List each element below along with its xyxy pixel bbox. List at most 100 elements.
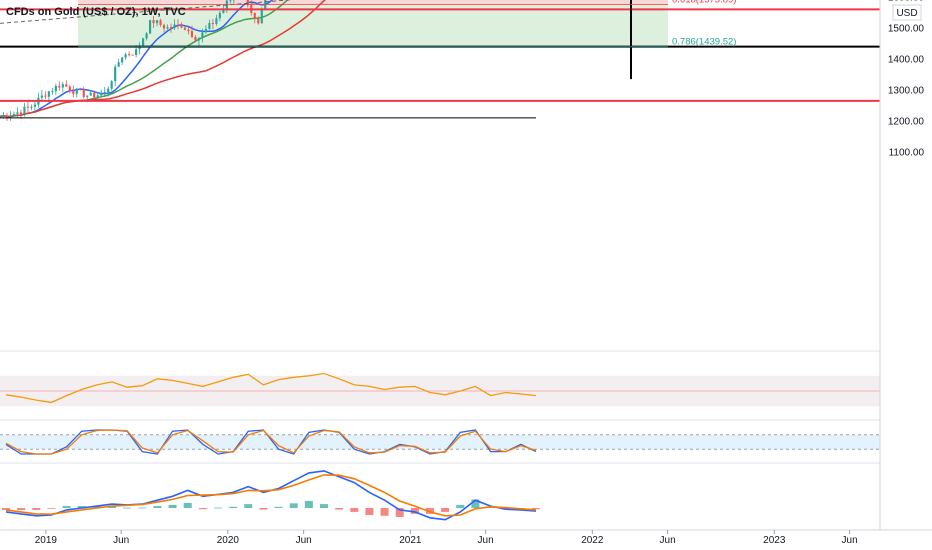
candle-body	[114, 66, 117, 82]
candle-body	[23, 106, 26, 115]
candle-body	[103, 92, 106, 94]
price-tick-label: 1100.00	[889, 148, 925, 159]
macd-histogram-bar	[486, 507, 495, 509]
macd-line	[5, 470, 537, 521]
macd-histogram-bar	[32, 508, 41, 510]
candle-body	[68, 86, 71, 91]
candle-body	[54, 85, 57, 92]
price-tick-label: 1400.00	[888, 55, 925, 66]
candle-body	[30, 106, 33, 108]
candle-body	[79, 88, 82, 90]
macd-histogram-bar	[441, 508, 450, 512]
candle-body	[47, 91, 50, 97]
candle-body	[65, 84, 68, 87]
candle-body	[142, 38, 145, 46]
candle-body	[110, 81, 113, 89]
candle-body	[218, 12, 221, 19]
macd-histogram-bar	[274, 506, 283, 508]
time-tick-label: Jun	[113, 535, 129, 546]
candle-body	[82, 89, 85, 97]
candle-body	[121, 57, 124, 63]
candle-body	[128, 54, 131, 56]
macd-histogram-bar	[17, 508, 26, 510]
candle-body	[148, 20, 152, 34]
macd-histogram-bar	[380, 508, 389, 516]
stoch-band	[0, 434, 880, 450]
macd-histogram-bar	[532, 508, 540, 510]
macd-histogram-bar	[335, 508, 344, 510]
macd-histogram-bar	[350, 508, 359, 512]
macd-histogram-bar	[198, 508, 207, 510]
candle-body	[152, 20, 155, 24]
candle-body	[197, 37, 201, 41]
time-tick-label: 2022	[581, 535, 604, 546]
candle-body	[166, 27, 169, 29]
candle-body	[51, 91, 54, 93]
candle-body	[75, 88, 78, 94]
time-tick-label: Jun	[660, 535, 676, 546]
macd-histogram-bar	[123, 507, 132, 509]
candle-body	[208, 23, 211, 29]
signal-line	[5, 474, 537, 517]
candle-body	[2, 115, 5, 117]
candle-body	[12, 113, 16, 117]
stoch-k-line	[5, 429, 537, 455]
candle-body	[9, 116, 12, 118]
candle-body	[257, 18, 260, 24]
macd-histogram-bar	[214, 507, 222, 509]
currency-label: USD	[896, 8, 917, 19]
candle-body	[260, 8, 263, 24]
candle-body	[96, 95, 99, 98]
candle-body	[33, 104, 36, 107]
macd-histogram-bar	[304, 500, 313, 508]
price-tick-label: 1200.00	[888, 117, 925, 128]
candle-body	[93, 92, 96, 98]
candle-body	[86, 95, 89, 97]
candle-body	[131, 54, 134, 56]
price-axis-bg	[880, 0, 932, 550]
time-tick-label: Jun	[478, 535, 494, 546]
macd-histogram-bar	[153, 506, 162, 508]
macd-histogram-bar	[77, 506, 86, 508]
candle-body	[183, 27, 187, 30]
candle-body	[190, 31, 194, 37]
macd-histogram-bar	[289, 503, 298, 508]
time-tick-label: 2023	[763, 535, 786, 546]
price-tick-label: 1500.00	[888, 24, 925, 35]
candle-body	[201, 32, 204, 38]
dashed-trendline	[0, 0, 294, 24]
macd-histogram-bar	[229, 506, 238, 508]
candle-body	[222, 8, 225, 13]
candle-body	[229, 0, 232, 2]
candle-body	[145, 33, 148, 39]
fib-level-label: 0.618(1575.89)	[672, 0, 736, 5]
macd-histogram-bar	[244, 504, 253, 508]
macd-histogram-bar	[138, 507, 147, 509]
candle-body	[124, 54, 127, 58]
candle-body	[176, 24, 180, 26]
candle-body	[16, 112, 19, 114]
candle-body	[204, 28, 207, 33]
candle-body	[26, 106, 30, 108]
candle-body	[40, 95, 43, 98]
time-tick-label: 2020	[217, 535, 240, 546]
macd-histogram-bar	[259, 508, 268, 510]
macd-histogram-bar	[92, 506, 101, 508]
fib-zone-upper	[78, 0, 668, 5]
candle-body	[19, 112, 23, 115]
stoch-d-line	[5, 429, 537, 455]
candle-body	[215, 18, 218, 24]
candle-body	[155, 20, 159, 24]
candle-body	[44, 95, 47, 97]
macd-histogram-bar	[183, 502, 192, 508]
chart-title: CFDs on Gold (US$ / OZ), 1W, TVC	[6, 6, 186, 18]
macd-histogram-bar	[410, 508, 419, 514]
candle-body	[107, 88, 110, 93]
candle-body	[72, 90, 75, 94]
candle-body	[159, 20, 162, 25]
price-tick-label: 1600.00	[888, 0, 925, 4]
candle-body	[211, 23, 214, 25]
candle-body	[117, 62, 120, 67]
candle-body	[169, 27, 173, 29]
